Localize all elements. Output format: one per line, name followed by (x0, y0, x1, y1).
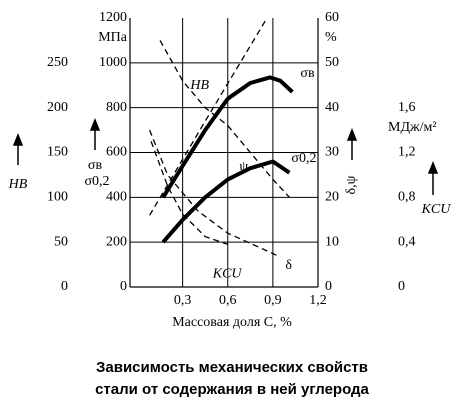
y-tick-label: 250 (47, 55, 68, 70)
y-tick-label: 30 (325, 145, 339, 160)
y-tick-label: 800 (106, 100, 127, 115)
series-line (161, 159, 291, 244)
y-tick-label: 200 (47, 100, 68, 115)
axis-label: σв (88, 158, 103, 173)
series-line (159, 40, 290, 198)
axis-unit: % (325, 30, 337, 45)
x-tick-label: 0,9 (264, 293, 282, 308)
series-label: σ0,2 (291, 151, 316, 166)
y-tick-label: 60 (325, 10, 339, 25)
axis-label: δ,ψ (344, 175, 359, 194)
x-tick-label: 0,3 (174, 293, 192, 308)
y-tick-label: 0 (120, 279, 127, 294)
y-tick-label: 200 (106, 234, 127, 249)
y-tick-label: 0 (398, 279, 405, 294)
x-axis-label: Массовая доля С, % (172, 315, 292, 330)
series-label: σв (300, 66, 315, 81)
series-line (161, 75, 294, 199)
axis-arrows (12, 117, 439, 195)
axis-unit: МДж/м² (388, 120, 437, 135)
y-tick-label: 0 (61, 279, 68, 294)
series-label: δ (285, 258, 292, 273)
y-tick-label: 600 (106, 145, 127, 160)
series-label: HB (189, 78, 209, 93)
caption: стали от содержания в ней углерода (95, 381, 369, 398)
y-tick-label: 1000 (99, 55, 127, 70)
series-label: ψ (239, 160, 248, 175)
caption: Зависимость механических свойств (96, 359, 368, 376)
axis-label: HB (8, 177, 28, 192)
series-label: KCU (212, 267, 243, 282)
y-tick-label: 0,4 (398, 234, 416, 249)
y-tick-label: 150 (47, 145, 68, 160)
axis-unit: МПа (98, 30, 128, 45)
y-tick-label: 1,6 (398, 100, 416, 115)
y-tick-label: 400 (106, 190, 127, 205)
x-tick-label: 0,6 (219, 293, 237, 308)
series-line (149, 20, 266, 216)
y-tick-label: 50 (54, 234, 68, 249)
y-tick-label: 1200 (99, 10, 127, 25)
x-tick-label: 1,2 (309, 293, 327, 308)
y-tick-label: 50 (325, 55, 339, 70)
y-tick-label: 1,2 (398, 145, 416, 160)
y-tick-label: 100 (47, 190, 68, 205)
y-tick-label: 20 (325, 190, 339, 205)
y-tick-label: 40 (325, 100, 339, 115)
y-tick-label: 0 (325, 279, 332, 294)
axis-label: KCU (421, 202, 452, 217)
axis-label: σ0,2 (84, 174, 109, 189)
series-line (148, 129, 278, 257)
y-tick-label: 0,8 (398, 190, 416, 205)
series-line (150, 141, 229, 246)
y-tick-label: 10 (325, 234, 339, 249)
